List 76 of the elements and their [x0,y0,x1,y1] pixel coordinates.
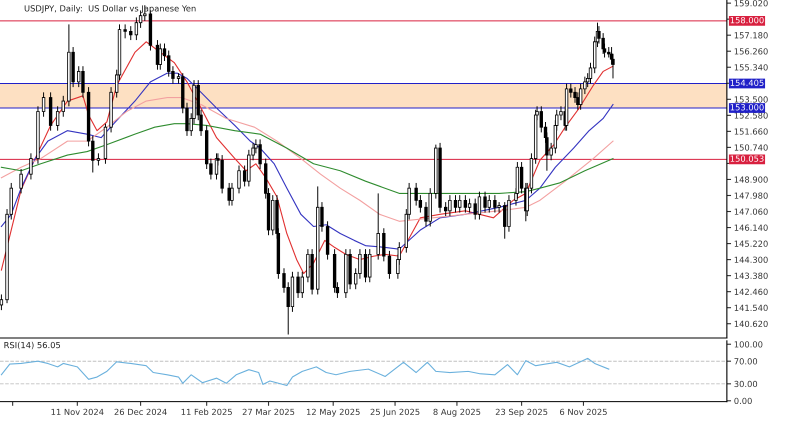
candlestick [468,198,472,214]
candlestick [497,202,501,214]
candlestick [19,168,23,194]
chart-title: RSI(14) 56.05 [4,342,60,350]
x-tick-label: 25 Jun 2025 [370,408,420,417]
candlestick [376,192,380,260]
candlestick [601,32,605,54]
x-tick-label: 23 Sep 2025 [496,408,548,417]
x-tick-label: 26 Dec 2024 [114,408,167,416]
y-tick-label: 152.580 [734,112,768,119]
candlestick [503,202,506,240]
y-tick-label: 155.340 [734,64,768,71]
candlestick [300,271,304,298]
y-tick-label: 30.00 [734,380,758,388]
x-tick-label: 12 May 2025 [306,408,360,417]
candlestick [464,194,468,214]
x-tick-label: 8 Aug 2025 [433,408,480,417]
candlestick [448,194,452,217]
y-tick-label: 144.300 [734,256,768,263]
candlestick [382,228,386,262]
y-tick-label: 159.020 [734,0,768,6]
x-tick-label: 11 Feb 2025 [182,408,232,416]
x-tick-label: 11 Nov 2024 [52,408,104,416]
candlestick [56,106,60,132]
y-tick-label: 143.380 [734,272,768,279]
ref-line-label: 150.053 [730,155,764,162]
y-tick-label: 142.460 [734,288,768,295]
candlestick [493,194,497,214]
y-tick-label: 141.540 [734,304,768,311]
y-tick-label: 145.220 [734,240,768,247]
y-tick-label: 153.500 [734,96,768,103]
y-tick-label: 148.900 [734,176,768,183]
x-tick-label: 6 Nov 2025 [560,408,607,416]
candlestick [158,43,162,70]
ref-line-label: 154.405 [730,80,764,86]
candlestick [364,248,368,283]
candlestick [414,182,418,206]
line-series [0,97,614,222]
candlestick [29,152,33,180]
candlestick [578,83,582,110]
y-tick-label: 100.00 [734,341,762,348]
candlestick [478,191,482,220]
candlestick [123,24,127,39]
candlestick [96,152,100,166]
y-tick-label: 147.060 [734,208,768,215]
y-tick-label: 147.980 [734,192,768,199]
candlestick [458,194,462,214]
line-series [0,41,614,274]
candlestick [444,202,448,217]
y-tick-label: 156.260 [734,48,768,55]
candlestick [258,138,262,170]
candlestick [81,66,85,98]
ref-line-label: 158.000 [730,17,764,24]
y-tick-label: 70.00 [734,358,758,364]
y-tick-label: 0.00 [734,398,752,404]
candlestick [129,26,132,41]
candlestick [227,182,231,206]
candlestick [368,248,372,283]
ref-line-label: 153.000 [730,104,764,110]
candlestick [167,50,170,78]
candlestick [296,271,300,298]
candlestick [388,250,392,280]
candlestick [134,16,138,41]
y-tick-label: 151.660 [734,128,768,135]
line-series [0,358,610,386]
y-tick-label: 146.140 [734,224,768,231]
y-tick-label: 157.180 [734,32,768,38]
y-tick-label: 150.740 [734,144,768,151]
x-tick-label: 27 Mar 2025 [242,408,294,416]
candlestick [488,194,491,214]
y-tick-label: 140.620 [734,320,768,327]
candlestick [474,198,477,220]
candlestick [230,182,234,206]
candlestick [62,95,65,118]
candlestick [0,294,4,311]
candlestick [42,92,46,118]
